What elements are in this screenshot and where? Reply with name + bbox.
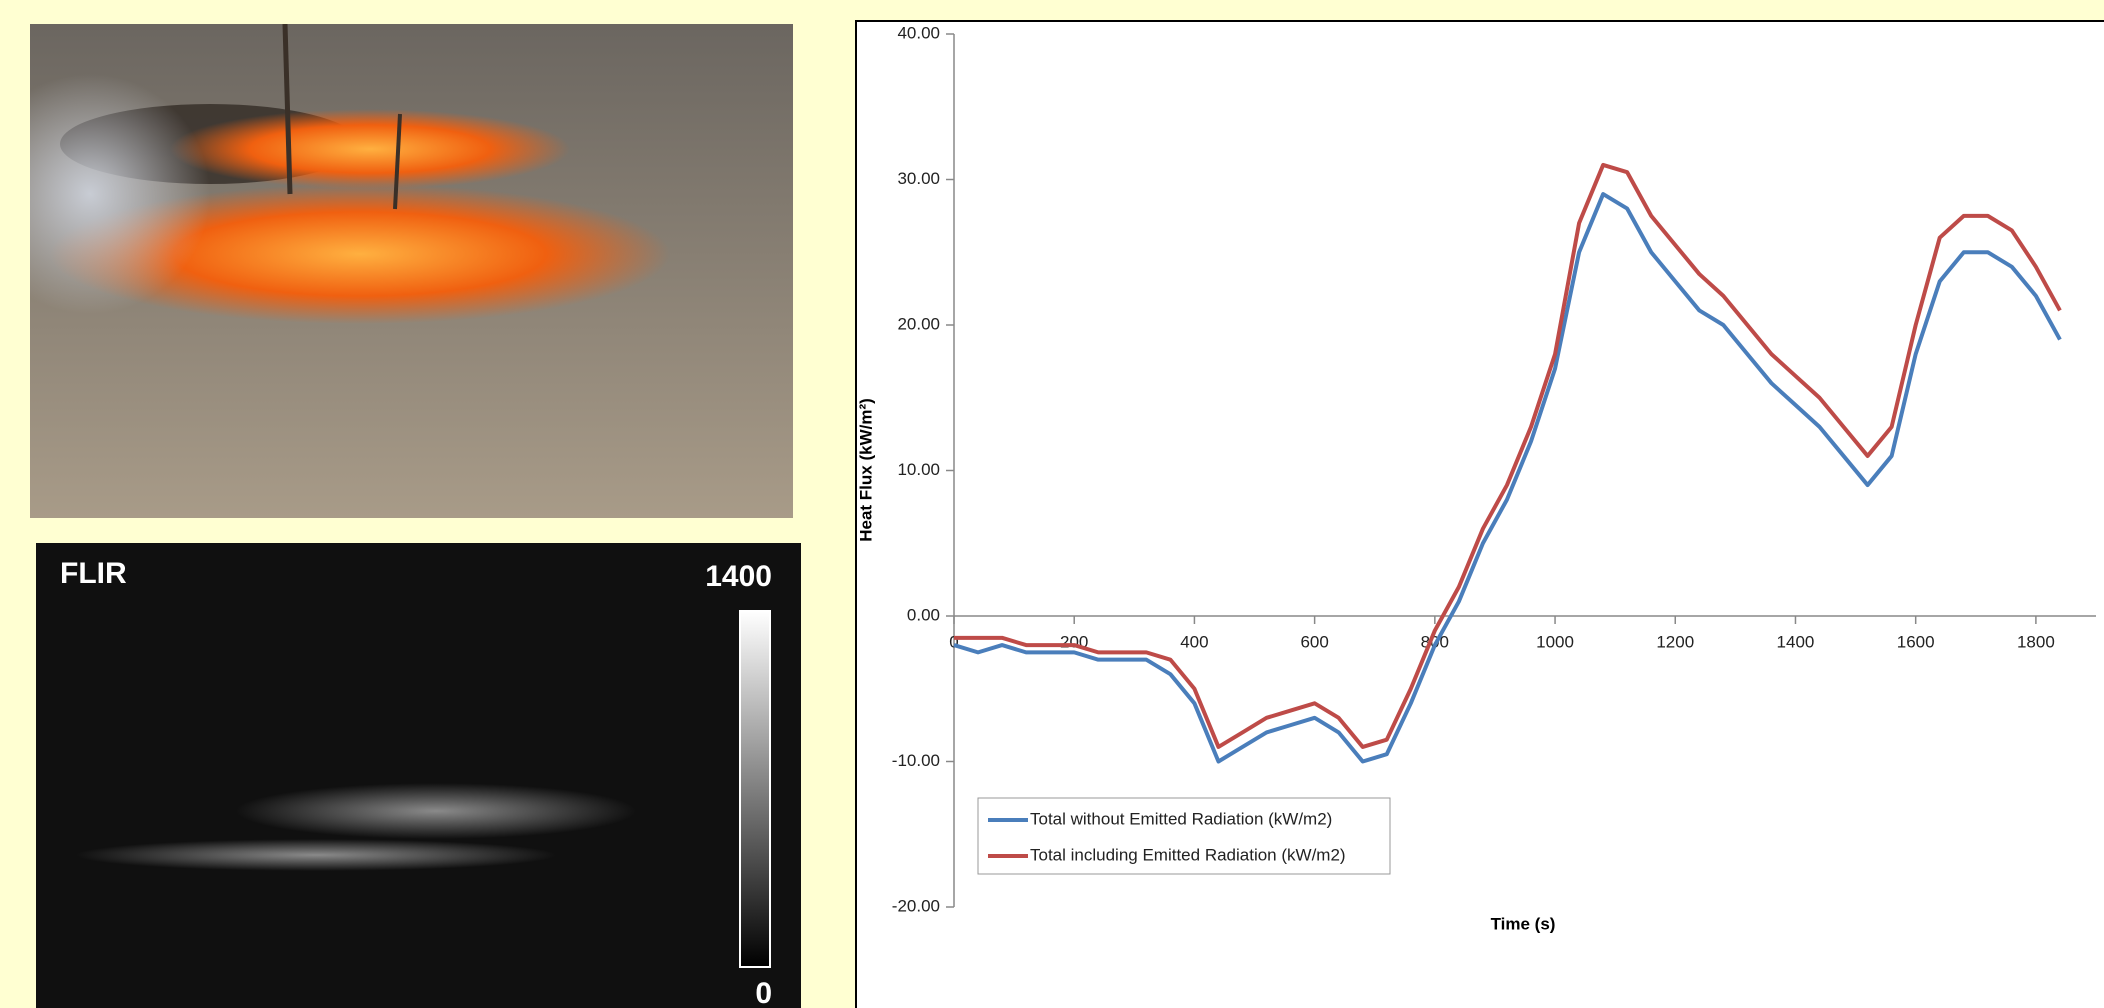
- fire-photo: [30, 24, 793, 518]
- x-tick-label: 1000: [1536, 632, 1574, 651]
- y-tick-label: 40.00: [897, 23, 940, 42]
- page: FLIR 1400 0 -20.00 -10.00 0.00 10.00 20.00 30…: [0, 0, 2104, 1008]
- flir-logo: FLIR: [60, 557, 127, 590]
- x-tick-label: 1800: [2017, 632, 2055, 651]
- legend-label: Total including Emitted Radiation (kW/m2…: [1030, 845, 1346, 864]
- y-tick-label: -20.00: [892, 896, 940, 915]
- legend-label: Total without Emitted Radiation (kW/m2): [1030, 809, 1332, 828]
- y-tick-label: 30.00: [897, 169, 940, 188]
- legend: Total without Emitted Radiation (kW/m2) T…: [978, 798, 1390, 874]
- scale-min: 0: [755, 977, 772, 1008]
- thermal-image: FLIR 1400 0: [36, 543, 801, 1008]
- y-axis-label: Heat Flux (kW/m²): [856, 398, 875, 542]
- x-tick-label: 1400: [1777, 632, 1815, 651]
- x-tick-label: 1200: [1656, 632, 1694, 651]
- scale-max: 1400: [705, 560, 772, 593]
- y-tick-label: 0.00: [907, 605, 940, 624]
- y-tick-label: -10.00: [892, 751, 940, 770]
- x-tick-label: 600: [1300, 632, 1328, 651]
- x-axis-label: Time (s): [1491, 914, 1556, 933]
- x-tick-label: 1600: [1897, 632, 1935, 651]
- y-tick-label: 20.00: [897, 314, 940, 333]
- y-tick-label: 10.00: [897, 460, 940, 479]
- x-tick-label: 0: [949, 632, 958, 651]
- x-tick-label: 400: [1180, 632, 1208, 651]
